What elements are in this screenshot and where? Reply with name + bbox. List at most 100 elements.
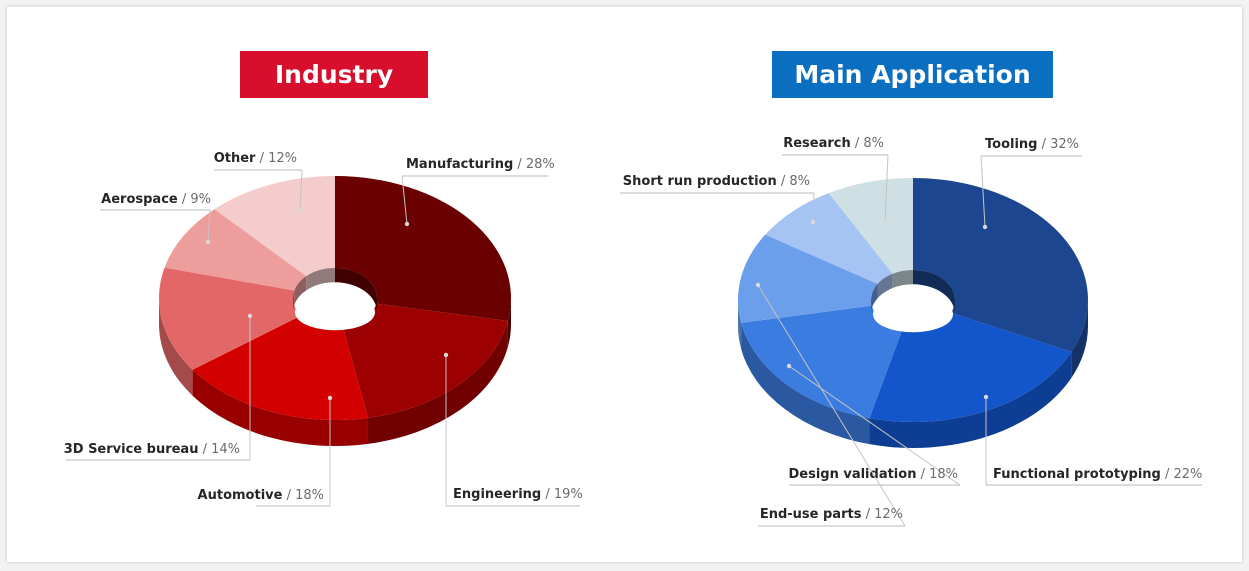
slice-label: Automotive / 18% bbox=[198, 488, 324, 503]
slice-label: End-use parts / 12% bbox=[760, 507, 903, 522]
leader-line bbox=[299, 169, 303, 212]
slice-design-validation bbox=[741, 305, 903, 419]
hole-wall-manufacturing bbox=[335, 268, 377, 313]
leader-dot bbox=[443, 352, 449, 358]
slice-label: Tooling / 32% bbox=[985, 137, 1079, 152]
slice-label: Functional prototyping / 22% bbox=[993, 467, 1202, 482]
leader-line bbox=[207, 209, 211, 243]
slice-label-value: / 8% bbox=[777, 174, 810, 189]
leader-dot bbox=[404, 221, 410, 227]
side-wall-3d-service-bureau bbox=[159, 298, 193, 396]
leader-dot bbox=[882, 219, 888, 225]
label-automotive: Automotive / 18% bbox=[198, 395, 333, 507]
slice-label-name: Tooling bbox=[985, 137, 1037, 152]
slice-label-value: / 18% bbox=[916, 467, 958, 482]
slice-label: Other / 12% bbox=[214, 151, 297, 166]
leader-dot bbox=[297, 208, 303, 214]
slice-label-value: / 8% bbox=[851, 136, 884, 151]
industry-donut: Manufacturing / 28% Engineering / 19% Auto… bbox=[64, 151, 583, 507]
slice-label-value: / 9% bbox=[178, 192, 211, 207]
leader-dot bbox=[205, 239, 211, 245]
leader-line bbox=[401, 175, 408, 225]
label-end-use-parts: End-use parts / 12% bbox=[755, 282, 906, 527]
application-donut: Tooling / 32% Functional prototyping / 22… bbox=[620, 136, 1202, 527]
slice-label-name: Aerospace bbox=[101, 192, 178, 207]
hole-wall-aerospace bbox=[294, 276, 307, 305]
slice-label: Design validation / 18% bbox=[788, 467, 958, 482]
label-engineering: Engineering / 19% bbox=[443, 352, 583, 507]
side-wall-manufacturing bbox=[507, 298, 511, 347]
slice-label-name: Functional prototyping bbox=[993, 467, 1161, 482]
slice-functional-prototyping bbox=[869, 312, 1072, 422]
label-other: Other / 12% bbox=[214, 151, 303, 214]
side-wall-design-validation bbox=[741, 322, 870, 445]
leader-dot bbox=[247, 313, 253, 319]
leader-dot bbox=[983, 394, 989, 400]
slice-short-run-production bbox=[765, 193, 893, 284]
slice-label: Aerospace / 9% bbox=[101, 192, 211, 207]
label-aerospace: Aerospace / 9% bbox=[100, 192, 211, 245]
hole-wall-end-use-parts bbox=[871, 283, 878, 315]
slice-label-value: / 12% bbox=[255, 151, 297, 166]
leader-dot bbox=[810, 219, 816, 225]
slice-label-value: / 18% bbox=[282, 488, 324, 503]
slice-other bbox=[214, 176, 335, 277]
label-short-run-production: Short run production / 8% bbox=[620, 174, 816, 225]
industry-chart-title: Industry bbox=[240, 51, 428, 98]
slice-automotive bbox=[192, 315, 368, 420]
slice-label: Short run production / 8% bbox=[623, 174, 810, 189]
slice-label-name: Research bbox=[783, 136, 851, 151]
slice-3d-service-bureau bbox=[158, 267, 302, 370]
side-wall-automotive bbox=[192, 369, 368, 446]
slice-manufacturing bbox=[335, 176, 511, 321]
slice-label-name: Manufacturing bbox=[406, 157, 513, 172]
slice-research bbox=[828, 178, 913, 274]
side-wall-functional-prototyping bbox=[869, 351, 1072, 448]
slice-engineering bbox=[342, 303, 508, 418]
slice-label-name: Engineering bbox=[453, 487, 541, 502]
slice-label-value: / 14% bbox=[198, 442, 240, 457]
slice-label-value: / 22% bbox=[1161, 467, 1203, 482]
slice-label-value: / 12% bbox=[861, 507, 903, 522]
slice-tooling bbox=[913, 178, 1088, 352]
application-chart-title: Main Application bbox=[772, 51, 1053, 98]
hole-wall-other bbox=[306, 268, 335, 291]
leader-dot bbox=[786, 363, 792, 369]
slice-label-name: Design validation bbox=[788, 467, 916, 482]
hole-wall-short-run-production bbox=[877, 273, 893, 299]
leader-line bbox=[812, 192, 815, 223]
slice-label-name: 3D Service bureau bbox=[64, 442, 199, 457]
slice-label-name: Short run production bbox=[623, 174, 777, 189]
slice-label: 3D Service bureau / 14% bbox=[64, 442, 240, 457]
label-design-validation: Design validation / 18% bbox=[786, 363, 961, 486]
leader-line bbox=[884, 154, 889, 223]
slice-end-use-parts bbox=[738, 234, 878, 323]
slice-label: Engineering / 19% bbox=[453, 487, 583, 502]
label-functional-prototyping: Functional prototyping / 22% bbox=[983, 394, 1202, 486]
hole-wall-3d-service-bureau bbox=[293, 290, 295, 313]
leader-dot bbox=[755, 282, 761, 288]
label-manufacturing: Manufacturing / 28% bbox=[401, 157, 555, 227]
hole-wall-research bbox=[892, 270, 913, 289]
side-wall-end-use-parts bbox=[738, 300, 742, 349]
slice-label-name: Other bbox=[214, 151, 256, 166]
leader-line bbox=[788, 365, 961, 486]
leader-dot bbox=[982, 224, 988, 230]
hole-wall-tooling bbox=[913, 270, 955, 315]
slice-label: Manufacturing / 28% bbox=[406, 157, 555, 172]
slice-label: Research / 8% bbox=[783, 136, 884, 151]
leader-line bbox=[980, 155, 986, 228]
slice-label-name: Automotive bbox=[198, 488, 283, 503]
slice-aerospace bbox=[164, 209, 307, 291]
donut-hole bbox=[295, 294, 375, 331]
slice-label-value: / 28% bbox=[513, 157, 555, 172]
slice-label-value: / 32% bbox=[1037, 137, 1079, 152]
label-research: Research / 8% bbox=[782, 136, 889, 225]
side-wall-engineering bbox=[367, 320, 508, 444]
donut-hole bbox=[873, 296, 953, 333]
slice-label-name: End-use parts bbox=[760, 507, 862, 522]
leader-line bbox=[757, 284, 906, 527]
label-tooling: Tooling / 32% bbox=[980, 137, 1082, 230]
leader-dot bbox=[327, 395, 333, 401]
